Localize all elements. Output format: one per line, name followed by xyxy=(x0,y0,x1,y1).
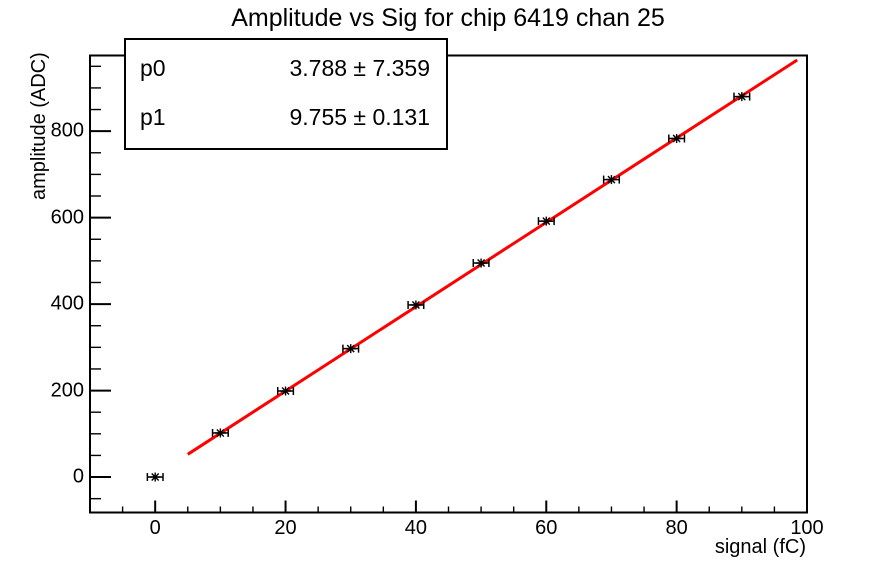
x-tick-label: 80 xyxy=(665,517,688,539)
data-point xyxy=(146,472,164,482)
x-tick-label: 0 xyxy=(149,517,161,539)
y-tick-label: 600 xyxy=(50,206,84,229)
y-tick-label: 200 xyxy=(50,379,84,402)
data-point xyxy=(276,386,295,396)
y-axis-title: amplitude (ADC) xyxy=(28,52,50,200)
stat-row-p1: p1 9.755 ± 0.131 xyxy=(140,104,430,131)
marker-stroke xyxy=(346,344,355,353)
marker-stroke xyxy=(411,300,420,309)
param-name-p1: p1 xyxy=(140,104,166,130)
data-point xyxy=(668,134,686,144)
param-value-p1: 9.755 ± 0.131 xyxy=(289,104,430,130)
x-tick-label: 60 xyxy=(535,517,558,539)
data-point xyxy=(472,258,490,268)
y-tick-label: 0 xyxy=(72,465,84,488)
marker-stroke xyxy=(216,428,225,437)
marker-stroke xyxy=(151,473,160,482)
stat-row-p0: p0 3.788 ± 7.359 xyxy=(140,55,430,82)
data-point xyxy=(602,175,621,185)
fit-line xyxy=(186,58,799,456)
marker-stroke xyxy=(542,217,551,226)
data-point xyxy=(407,300,425,310)
data-point xyxy=(537,216,555,226)
marker-stroke xyxy=(281,387,290,396)
y-tick-label: 400 xyxy=(50,292,84,315)
marker-stroke xyxy=(607,175,616,184)
x-tick-label: 100 xyxy=(790,517,824,539)
marker-stroke xyxy=(737,92,746,101)
marker-stroke xyxy=(477,259,486,268)
x-tick-label: 20 xyxy=(274,517,297,539)
marker-stroke xyxy=(672,134,681,143)
param-value-p0: 3.788 ± 7.359 xyxy=(289,55,430,81)
y-tick-label: 800 xyxy=(50,119,84,142)
plot-title: Amplitude vs Sig for chip 6419 chan 25 xyxy=(231,4,665,32)
param-name-p0: p0 xyxy=(140,55,166,81)
x-tick-label: 40 xyxy=(404,517,428,539)
fit-stats-box: p0 3.788 ± 7.359 p1 9.755 ± 0.131 xyxy=(124,38,448,150)
data-point xyxy=(733,92,751,102)
data-point xyxy=(211,428,229,438)
x-axis-title: signal (fC) xyxy=(714,536,806,558)
data-point xyxy=(342,344,360,354)
